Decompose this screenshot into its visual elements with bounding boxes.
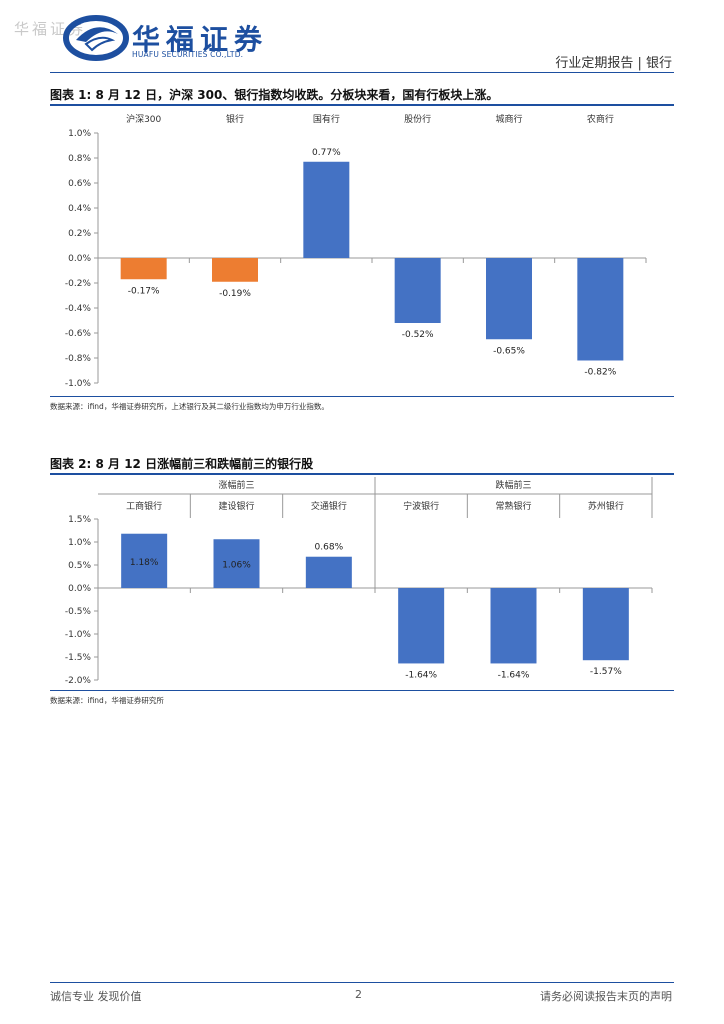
bar-4 [394,258,441,323]
figure2-source: 数据来源：ifind，华福证券研究所 [50,696,164,705]
category-label: 交通银行 [311,500,347,512]
footer-slogan: 诚信专业 发现价值 [50,990,142,1003]
data-label: 1.18% [130,558,159,568]
report-type: 行业定期报告 | 银行 [555,56,672,71]
y-tick-label: 1.0% [68,538,91,548]
figure1-bar-chart: 1.0% 0.8% 0.6% 0.4% 0.2% 0.0% -0.2% -0.4% -0.6% -… [65,113,647,389]
figure1-title: 图表 1: 8 月 12 日，沪深 300、银行指数均收跌。分板块来看，国有行板… [50,88,499,102]
footer-disclaimer: 请务必阅读报告末页的声明 [540,990,672,1003]
category-label: 宁波银行 [403,500,439,512]
category-label: 苏州银行 [588,500,624,512]
y-tick-label: -0.8% [65,354,92,364]
data-label: -0.82% [584,368,616,378]
category-label: 常熟银行 [495,500,531,512]
bar-5 [490,588,537,664]
data-label: -1.57% [590,667,622,677]
brand-name-en: HUAFU SECURITIES CO.,LTD. [132,50,244,59]
group-label: 涨幅前三 [218,479,254,491]
y-tick-label: -0.4% [65,304,92,314]
y-tick-label: -2.0% [65,676,92,686]
category-label: 工商银行 [126,500,162,512]
figure1-source: 数据来源：ifind，华福证券研究所，上述银行及其二级行业指数均为申万行业指数。 [50,402,329,411]
y-tick-label: 1.0% [68,129,91,139]
figure2-bottom-rule [50,690,674,691]
data-label: -0.19% [219,289,251,299]
y-tick-label: 0.2% [68,229,91,239]
y-tick-label: 0.5% [68,561,91,571]
bar-1 [120,258,167,280]
bar-6 [582,588,629,661]
y-tick-label: 0.0% [68,254,91,264]
data-label: -1.64% [498,670,530,680]
bar-6 [577,258,624,361]
figure2-top-rule [50,473,674,475]
category-label: 股份行 [404,113,431,125]
y-tick-label: 0.0% [68,584,91,594]
y-tick-label: 1.5% [68,515,91,525]
y-tick-label: -0.6% [65,329,92,339]
category-label: 国有行 [313,113,340,125]
data-label: -1.64% [405,670,437,680]
data-label: -0.65% [493,346,525,356]
y-tick-label: -1.0% [65,630,92,640]
figure1-bottom-rule [50,396,674,397]
group-label: 跌幅前三 [495,479,531,491]
data-label: 0.77% [312,148,341,158]
footer-divider [50,982,674,983]
category-label: 城商行 [495,113,522,125]
y-tick-label: 0.4% [68,204,91,214]
y-tick-label: -0.5% [65,607,92,617]
bar-3 [303,161,350,258]
bar-2 [212,258,258,282]
y-tick-label: 0.6% [68,179,91,189]
figure2-title: 图表 2: 8 月 12 日涨幅前三和跌幅前三的银行股 [50,457,314,471]
header-divider [50,72,674,73]
bar-4 [398,588,445,664]
y-tick-label: -1.5% [65,653,92,663]
category-label: 银行 [226,113,244,125]
company-logo-icon [63,15,129,61]
y-tick-label: 0.8% [68,154,91,164]
data-label: 0.68% [315,543,344,553]
category-label: 农商行 [587,113,614,125]
data-label: 1.06% [222,561,251,571]
bar-5 [486,258,532,340]
y-tick-label: -1.0% [65,379,92,389]
bar-3 [305,556,352,588]
figure2-bar-chart: 1.5% 1.0% 0.5% 0.0% -0.5% -1.0% -1.5% -2.0% 工商银行… [65,477,653,686]
brand-name-cn: 华福证券 [132,23,269,56]
category-label: 沪深300 [126,113,161,125]
figure1-top-rule [50,104,674,106]
data-label: -0.52% [402,330,434,340]
category-label: 建设银行 [218,500,254,512]
page-number: 2 [355,988,362,1001]
y-tick-label: -0.2% [65,279,92,289]
bar-1 [121,533,168,588]
data-label: -0.17% [128,286,160,296]
bar-2 [213,539,260,588]
